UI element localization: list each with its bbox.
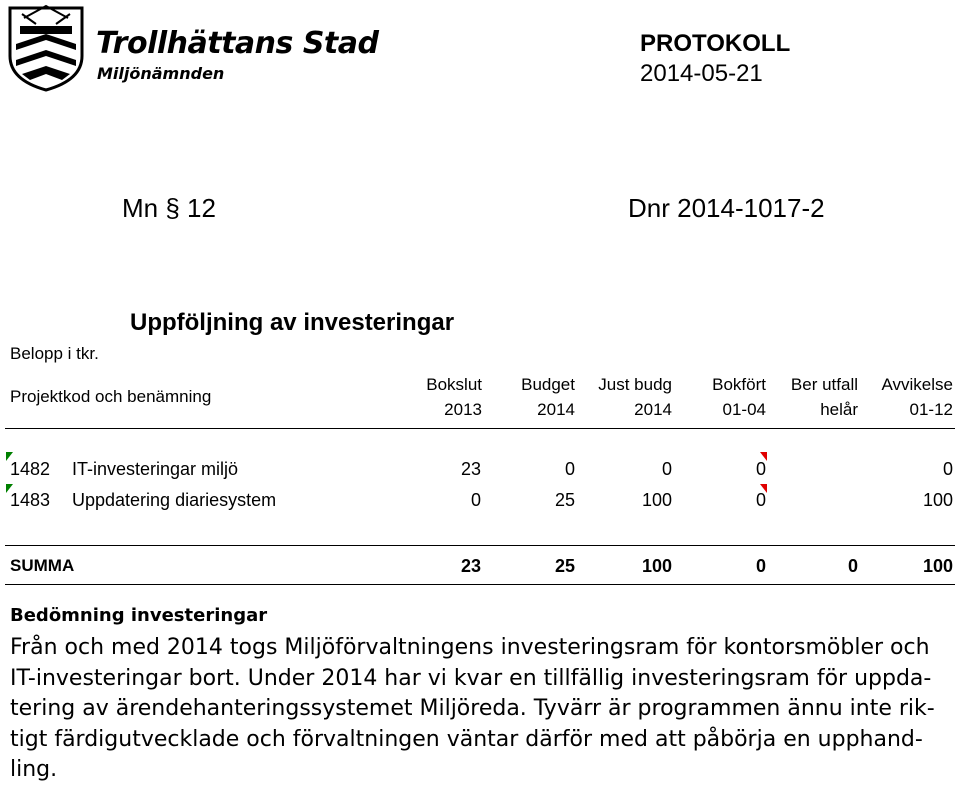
total-bottom-divider bbox=[5, 584, 955, 585]
doc-type: PROTOKOLL bbox=[640, 30, 791, 57]
col-header-bokslut: Bokslut bbox=[426, 375, 482, 394]
assessment-text: Från och med 2014 togs Miljöförvaltninge… bbox=[10, 635, 935, 782]
total-divider bbox=[5, 545, 955, 546]
report-title: Uppföljning av investeringar bbox=[130, 309, 455, 336]
total-value: 25 bbox=[554, 556, 575, 576]
coat-of-arms-logo bbox=[8, 4, 84, 92]
col-header-avvikelse-sub: 01-12 bbox=[909, 400, 953, 419]
total-value: 100 bbox=[922, 556, 953, 576]
dnr-number: Dnr 2014-1017-2 bbox=[628, 193, 825, 223]
cell-comment-marker bbox=[6, 452, 13, 461]
col-header-ber-utfall: Ber utfall bbox=[790, 375, 858, 394]
total-value: 100 bbox=[641, 556, 672, 576]
col-header-budget: Budget bbox=[521, 375, 575, 394]
row-value: 100 bbox=[641, 490, 672, 510]
row-value: 0 bbox=[755, 490, 766, 510]
col-header-just-budg-sub: 2014 bbox=[634, 400, 672, 419]
total-label: SUMMA bbox=[10, 556, 75, 575]
col-header-bokslut-sub: 2013 bbox=[444, 400, 482, 419]
org-name: Trollhättans Stad bbox=[96, 26, 379, 61]
row-name: Uppdatering diariesystem bbox=[72, 490, 277, 510]
row-name: IT-investeringar miljö bbox=[72, 459, 239, 479]
header-divider bbox=[5, 428, 955, 429]
row-value: 25 bbox=[554, 490, 575, 510]
col-header-ber-utfall-sub: helår bbox=[820, 400, 858, 419]
cell-comment-marker bbox=[760, 484, 767, 493]
paragraph-number: Mn § 12 bbox=[122, 193, 216, 223]
row-value: 0 bbox=[755, 459, 766, 479]
col-header-budget-sub: 2014 bbox=[537, 400, 575, 419]
org-unit: Miljönämnden bbox=[97, 64, 225, 83]
col-header-bokfort-sub: 01-04 bbox=[722, 400, 766, 419]
col-header-bokfort: Bokfört bbox=[712, 375, 766, 394]
col-header-just-budg: Just budg bbox=[598, 375, 672, 394]
row-code: 1482 bbox=[10, 459, 51, 479]
cell-comment-marker bbox=[760, 452, 767, 461]
total-value: 0 bbox=[847, 556, 858, 576]
doc-date: 2014-05-21 bbox=[640, 60, 763, 87]
row-value: 23 bbox=[460, 459, 481, 479]
row-code: 1483 bbox=[10, 490, 51, 510]
row-value: 100 bbox=[922, 490, 953, 510]
total-value: 23 bbox=[460, 556, 481, 576]
row-value: 0 bbox=[470, 490, 481, 510]
cell-comment-marker bbox=[6, 484, 13, 493]
col-header-avvikelse: Avvikelse bbox=[881, 375, 954, 394]
project-header: Projektkod och benämning bbox=[10, 387, 212, 406]
row-value: 0 bbox=[942, 459, 953, 479]
row-value: 0 bbox=[564, 459, 575, 479]
assessment-title: Bedömning investeringar bbox=[10, 605, 268, 626]
total-value: 0 bbox=[755, 556, 766, 576]
row-value: 0 bbox=[661, 459, 672, 479]
amount-note: Belopp i tkr. bbox=[10, 344, 99, 363]
